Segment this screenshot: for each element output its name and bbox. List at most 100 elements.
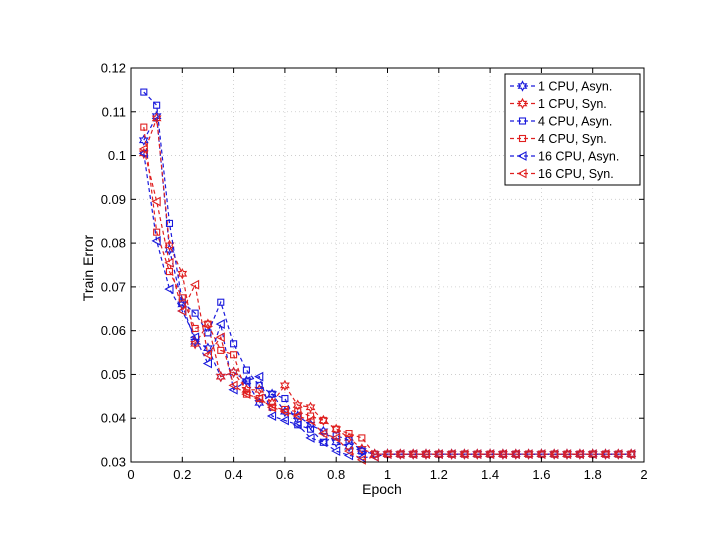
square-marker	[281, 394, 289, 403]
triangle-marker	[484, 449, 495, 460]
hexagram-marker	[279, 379, 290, 392]
triangle-marker	[189, 279, 200, 290]
y-tick-label: 0.12	[101, 61, 126, 76]
triangle-marker	[189, 332, 200, 343]
legend-item: 4 CPU, Asyn.	[510, 115, 612, 129]
square-marker	[345, 436, 353, 444]
triangle-marker	[318, 437, 328, 448]
hexagram-marker	[241, 384, 252, 396]
series-16-cpu-syn	[138, 144, 636, 465]
series-layer	[138, 88, 637, 465]
square-marker	[242, 366, 250, 374]
x-tick-label: 1.4	[481, 467, 499, 482]
triangle-marker	[305, 415, 315, 426]
triangle-marker	[497, 449, 507, 460]
square-marker	[294, 408, 302, 416]
x-tick-label: 0	[127, 467, 134, 482]
x-tick-label: 0.2	[173, 467, 191, 482]
triangle-marker	[292, 419, 302, 430]
x-tick-label: 1.6	[532, 467, 550, 482]
square-marker	[165, 219, 174, 227]
triangle-marker	[138, 144, 148, 154]
y-tick-label: 0.05	[101, 367, 126, 382]
square-marker	[306, 425, 315, 433]
triangle-marker	[517, 151, 527, 161]
triangle-marker	[215, 319, 225, 330]
triangle-marker	[433, 449, 443, 460]
square-marker	[345, 429, 353, 438]
square-marker	[332, 425, 340, 433]
square-marker	[153, 228, 161, 236]
legend-box	[504, 73, 641, 186]
square-marker	[255, 381, 263, 389]
hexagram-marker	[517, 97, 528, 110]
legend-item: 4 CPU, Syn.	[510, 132, 607, 146]
x-tick-label: 0.8	[327, 467, 345, 482]
triangle-marker	[510, 449, 520, 460]
hexagram-marker	[305, 401, 316, 413]
triangle-marker	[626, 449, 636, 460]
triangle-marker	[151, 196, 161, 207]
hexagram-marker	[356, 443, 367, 455]
triangle-marker	[331, 446, 341, 456]
legend-label: 16 CPU, Asyn.	[538, 150, 619, 164]
y-tick-label: 0.08	[101, 236, 126, 251]
triangle-marker	[228, 380, 238, 391]
triangle-marker	[369, 451, 379, 462]
triangle-marker	[407, 449, 418, 460]
triangle-marker	[241, 389, 251, 400]
triangle-marker	[523, 449, 533, 460]
x-tick-label: 0.6	[276, 467, 294, 482]
y-tick-label: 0.06	[101, 323, 126, 338]
triangle-marker	[420, 449, 431, 460]
triangle-marker	[164, 257, 174, 268]
triangle-marker	[266, 411, 277, 421]
triangle-marker	[446, 449, 456, 460]
triangle-marker	[292, 411, 302, 421]
y-tick-label: 0.11	[102, 104, 126, 119]
triangle-marker	[318, 428, 328, 439]
x-tick-label: 2	[640, 467, 647, 482]
triangle-marker	[517, 168, 527, 179]
legend-label: 1 CPU, Syn.	[538, 97, 607, 111]
legend-item: 1 CPU, Asyn.	[510, 80, 612, 94]
square-marker	[518, 134, 527, 143]
legend-item: 16 CPU, Syn.	[510, 167, 614, 181]
triangle-marker	[331, 433, 341, 443]
square-marker	[178, 294, 186, 302]
y-axis-label: Train Error	[80, 234, 96, 301]
legend-item: 16 CPU, Asyn.	[510, 150, 619, 164]
triangle-marker	[472, 449, 482, 460]
square-marker	[268, 390, 276, 398]
triangle-marker	[587, 449, 597, 460]
hexagram-marker	[177, 268, 188, 280]
legend: 1 CPU, Asyn. 1 CPU, Syn. 4 CPU, Asyn. 4 CPU…	[504, 73, 641, 186]
square-marker	[217, 298, 225, 306]
hexagram-marker	[203, 318, 213, 330]
hexagram-marker	[151, 112, 162, 124]
square-marker	[191, 309, 199, 317]
triangle-marker	[343, 446, 354, 456]
triangle-marker	[241, 376, 251, 386]
y-tick-label: 0.04	[101, 411, 126, 426]
triangle-marker	[382, 449, 392, 460]
triangle-marker	[574, 449, 584, 460]
triangle-marker	[202, 358, 212, 369]
hexagram-marker	[344, 432, 354, 444]
triangle-marker	[561, 449, 572, 460]
triangle-marker	[177, 306, 187, 316]
x-tick-label: 0.4	[225, 467, 243, 482]
triangle-marker	[305, 433, 315, 443]
x-tick-label: 1.8	[584, 467, 602, 482]
legend-item: 1 CPU, Syn.	[510, 97, 607, 111]
triangle-marker	[613, 449, 623, 460]
x-tick-label: 1.2	[430, 467, 448, 482]
triangle-marker	[279, 415, 289, 426]
square-marker	[140, 123, 148, 131]
square-marker	[230, 340, 238, 348]
square-marker	[204, 329, 212, 337]
triangle-marker	[164, 284, 174, 294]
square-marker	[319, 416, 327, 424]
